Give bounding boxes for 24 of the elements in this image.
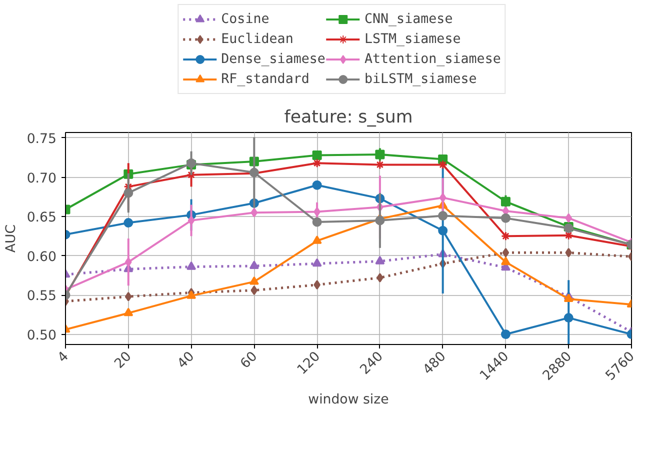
x-tick-label: 240 <box>358 349 386 378</box>
x-tick-label: 120 <box>294 349 324 378</box>
x-tick-label: 60 <box>238 349 261 372</box>
legend-label: Cosine <box>221 10 270 28</box>
chart-title: feature: s_sum <box>284 108 413 128</box>
legend-label: CNN_siamese <box>364 10 453 28</box>
y-tick-label: 0.75 <box>26 132 57 147</box>
legend-label: LSTM_siamese <box>364 30 461 48</box>
x-tick-label: 40 <box>175 349 198 372</box>
x-tick-label: 480 <box>420 349 450 378</box>
x-tick-label: 20 <box>112 349 135 372</box>
legend-label: RF_standard <box>221 70 310 88</box>
y-tick-label: 0.60 <box>26 250 57 265</box>
x-tick-label: 4 <box>55 349 72 366</box>
legend-label: Dense_siamese <box>221 50 326 68</box>
legend-label: biLSTM_siamese <box>364 70 477 88</box>
legend-label: Euclidean <box>221 30 294 48</box>
y-tick-label: 0.55 <box>26 289 57 304</box>
x-axis-title: window size <box>308 392 389 408</box>
legend-label: Attention_siamese <box>364 50 501 68</box>
y-axis-title: AUC <box>4 224 19 253</box>
y-tick-label: 0.65 <box>26 210 57 226</box>
y-tick-label: 0.70 <box>26 171 57 186</box>
y-tick-label: 0.50 <box>26 328 57 344</box>
